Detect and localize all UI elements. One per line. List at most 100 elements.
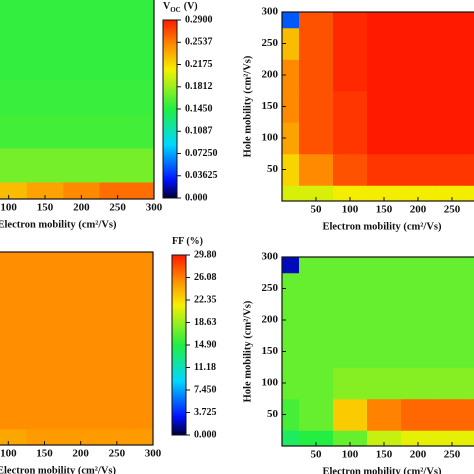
cell: [282, 122, 300, 155]
cell: [62, 332, 100, 366]
cell: [435, 12, 470, 29]
cell: [367, 430, 402, 446]
cell: [99, 12, 137, 47]
colorbar-tick-label: 26.08: [194, 272, 217, 283]
y-tick-label: 50: [267, 408, 279, 420]
cell: [98, 396, 136, 430]
cell: [26, 80, 64, 115]
plot-area: [0, 0, 154, 199]
cell: [26, 428, 64, 445]
cell: [99, 80, 137, 115]
cell: [135, 80, 154, 115]
cell: [282, 185, 300, 201]
cell: [135, 148, 154, 183]
cell: [63, 148, 100, 183]
cell: [435, 90, 470, 123]
x-tick-label: 250: [109, 202, 126, 214]
cell: [401, 59, 436, 92]
cell: [26, 46, 64, 81]
cell: [333, 257, 368, 274]
cell: [333, 185, 368, 201]
cell: [333, 122, 368, 155]
y-tick-label: 300: [262, 6, 279, 18]
x-tick-label: 150: [37, 202, 54, 214]
cell: [134, 300, 153, 333]
cell: [469, 122, 474, 155]
x-tick-label: 250: [444, 449, 461, 461]
cell: [0, 268, 27, 301]
colorbar-tick-label: 0.2537: [185, 37, 213, 48]
cell: [435, 335, 470, 368]
cell: [0, 332, 27, 366]
x-tick-label: 300: [146, 202, 163, 214]
colorbar-tick-label: 11.18: [194, 362, 216, 373]
cell: [367, 257, 402, 274]
x-axis-label: Electron mobility (cm²/Vs): [0, 465, 117, 474]
cell: [299, 122, 334, 155]
cell: [0, 300, 27, 333]
cell: [435, 430, 470, 446]
cell: [299, 185, 334, 201]
cell: [282, 367, 300, 400]
cell: [282, 430, 300, 446]
cell: [435, 185, 470, 201]
cell: [63, 0, 100, 13]
cell: [469, 367, 474, 400]
cell: [63, 80, 100, 115]
y-axis-label: Hole mobility (cm²/Vs): [242, 300, 253, 402]
colorbar-tick-label: 0.2900: [185, 14, 213, 25]
colorbar-title: VOC (V): [163, 1, 198, 13]
cell: [62, 428, 100, 445]
cell: [299, 59, 334, 92]
cell: [63, 12, 100, 47]
cell: [134, 268, 153, 301]
cell: [367, 122, 402, 155]
colorbar-tick-label: 14.90: [194, 339, 217, 350]
cell: [282, 90, 300, 123]
cell: [134, 252, 153, 269]
cell: [435, 122, 470, 155]
cell: [99, 46, 137, 81]
cell: [0, 396, 27, 430]
cell: [135, 114, 154, 149]
cell: [367, 153, 402, 186]
colorbar-tick-label: 22.35: [194, 294, 217, 305]
cell: [367, 185, 402, 201]
y-tick-label: 200: [262, 69, 279, 81]
cell: [26, 182, 64, 199]
colorbar-tick-label: 3.725: [194, 407, 217, 418]
cell: [401, 185, 436, 201]
cell: [367, 27, 402, 60]
cell: [26, 332, 64, 366]
cell: [333, 304, 368, 337]
cell: [367, 90, 402, 123]
cell: [333, 59, 368, 92]
y-tick-label: 250: [262, 282, 279, 294]
cell: [26, 268, 64, 301]
cell: [469, 153, 474, 186]
cell: [135, 46, 154, 81]
colorbar-tick-label: 0.000: [194, 429, 217, 440]
x-tick-label: 250: [444, 204, 461, 216]
x-tick-label: 100: [342, 449, 359, 461]
colorbar-title: FF (%): [172, 236, 203, 247]
colorbar: [171, 254, 187, 436]
cell: [0, 114, 28, 149]
x-tick-label: 300: [145, 448, 162, 460]
y-axis-label: Hole mobility (cm²/Vs): [242, 55, 253, 157]
cell: [62, 364, 100, 398]
cell: [333, 27, 368, 60]
cell: [469, 185, 474, 201]
cell: [282, 59, 300, 92]
cell: [469, 304, 474, 337]
colorbar-tick-label: 0.000: [185, 192, 208, 203]
cell: [367, 272, 402, 305]
cell: [333, 153, 368, 186]
colorbar-title-part: (V): [184, 1, 198, 12]
cell: [0, 46, 28, 81]
cell: [333, 367, 368, 400]
plot-area: [282, 257, 474, 446]
colorbar-tick-label: 0.07250: [185, 148, 218, 159]
colorbar-tick-label: 29.80: [194, 249, 217, 260]
